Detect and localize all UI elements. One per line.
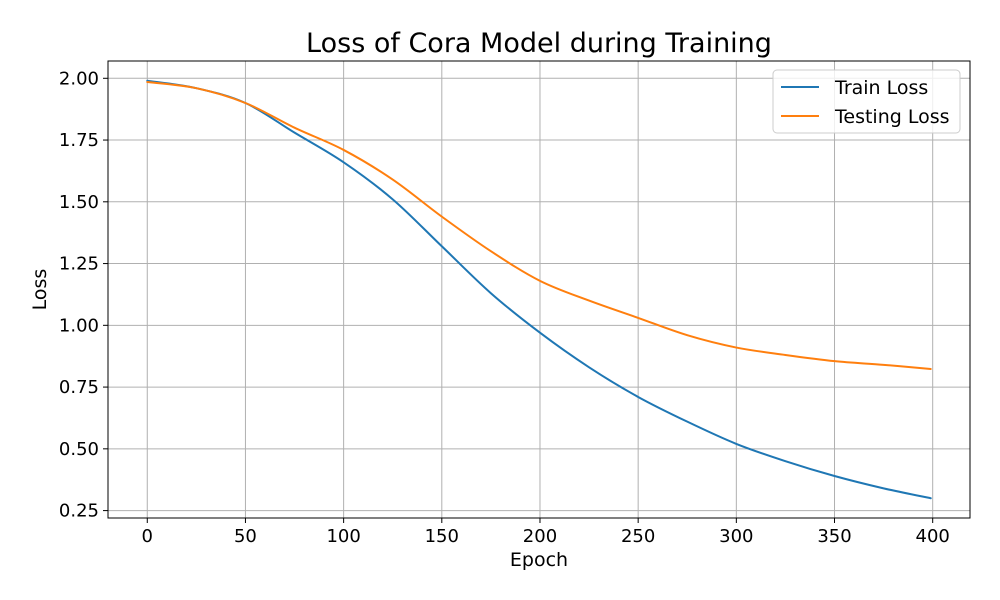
x-tick-label: 300 bbox=[719, 526, 753, 547]
y-tick-label: 1.50 bbox=[59, 192, 99, 213]
legend: Train Loss Testing Loss bbox=[772, 69, 961, 134]
legend-label-train-loss: Train Loss bbox=[834, 77, 928, 99]
y-tick-label: 1.00 bbox=[59, 315, 99, 336]
y-tick-label: 0.75 bbox=[59, 377, 99, 398]
grid bbox=[108, 61, 970, 518]
plot-area-frame bbox=[107, 60, 971, 519]
y-axis-label: Loss bbox=[29, 269, 51, 311]
series-line-testing-loss bbox=[146, 80, 932, 371]
x-tick-label: 200 bbox=[523, 526, 557, 547]
x-tick-label: 250 bbox=[621, 526, 655, 547]
y-tick-label: 0.25 bbox=[59, 501, 99, 522]
x-axis-label: Epoch bbox=[510, 549, 568, 571]
legend-label-testing-loss: Testing Loss bbox=[834, 106, 950, 128]
x-tick-label: 150 bbox=[425, 526, 459, 547]
y-tick-label: 0.50 bbox=[59, 439, 99, 460]
series-line-train-loss bbox=[146, 79, 932, 500]
legend-box bbox=[772, 69, 961, 134]
series-lines bbox=[146, 79, 932, 500]
axis-ticks: 0 50 100 150 200 250 300 350 400 0.25 0.50 0.75 1.00… bbox=[59, 68, 950, 547]
x-tick-label: 350 bbox=[817, 526, 851, 547]
y-tick-label: 2.00 bbox=[59, 68, 99, 89]
x-tick-label: 400 bbox=[916, 526, 950, 547]
y-tick-label: 1.25 bbox=[59, 254, 99, 275]
y-tick-label: 1.75 bbox=[59, 130, 99, 151]
x-tick-label: 0 bbox=[142, 526, 153, 547]
x-tick-label: 50 bbox=[234, 526, 257, 547]
x-tick-label: 100 bbox=[326, 526, 360, 547]
chart-title: Loss of Cora Model during Training bbox=[306, 28, 772, 59]
